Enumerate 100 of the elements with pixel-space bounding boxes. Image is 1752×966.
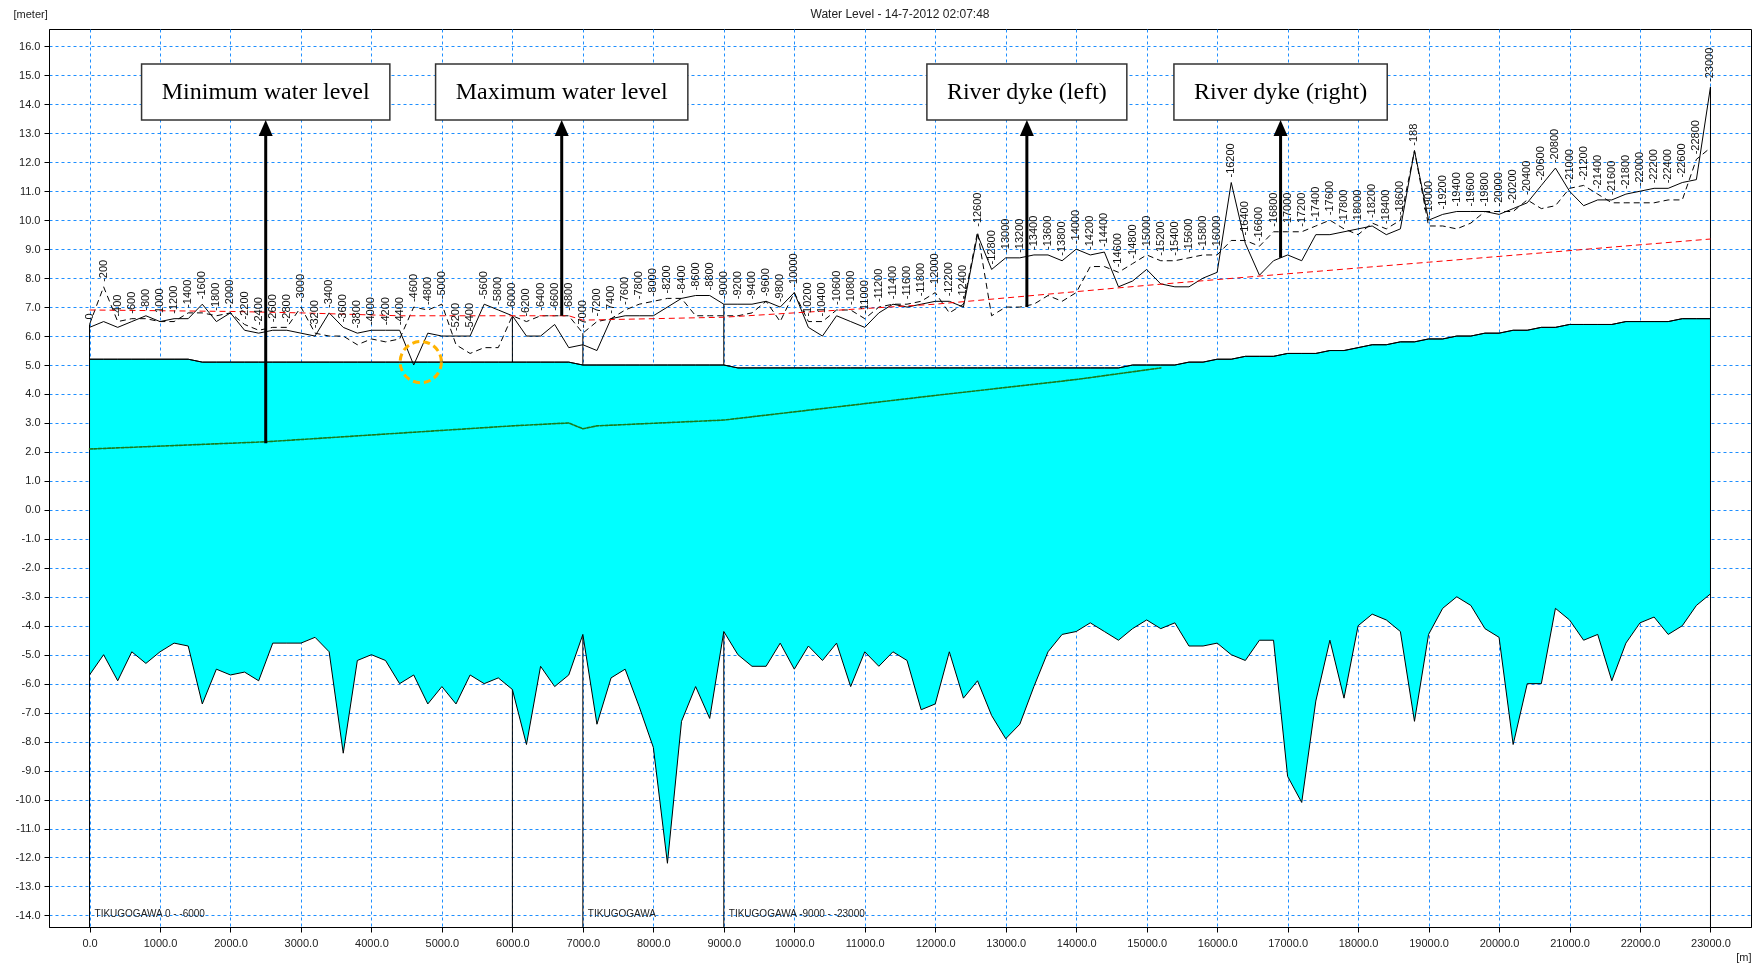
ref-line-label: TIKUGOGAWA [587,908,657,919]
annotation: -12800 [984,230,997,265]
annotation: -21800 [1618,154,1631,190]
annotation: -3600 [336,294,349,323]
annotation: -8800 [702,262,715,291]
y-tick-label: 4.0 [25,387,41,400]
annotation: -3400 [322,279,335,308]
y-tick-label: 0.0 [25,503,41,516]
y-tick-label: -2.0 [21,561,41,574]
x-tick-label: 7000.0 [566,936,601,949]
y-tick-label: -3.0 [21,590,41,603]
y-tick-label: 8.0 [25,271,41,284]
y-tick-label: -7.0 [21,706,41,719]
y-tick-label: 3.0 [25,416,41,429]
annotation: -11200 [871,268,884,303]
annotation: -20400 [1520,160,1533,195]
annotation: -5800 [491,276,504,305]
annotation: -16600 [1252,206,1265,242]
annotation: -9800 [773,273,786,303]
x-tick-label: 5000.0 [425,936,460,949]
annotation: -14000 [1069,209,1082,245]
annotation: -18200 [1365,183,1378,219]
annotation: -3800 [350,300,363,329]
x-tick-label: 8000.0 [637,936,671,949]
x-tick-label: 16000.0 [1197,936,1238,949]
annotation: -11800 [914,262,927,297]
annotation: -1400 [181,279,194,308]
y-tick-label: 15.0 [19,68,41,81]
annotation: Minimum water level [161,78,371,104]
annotation: -13800 [1055,221,1068,256]
annotation: -10000 [787,253,800,288]
annotation: -8400 [674,265,687,294]
annotation: -14600 [1111,233,1124,268]
annotation: -4600 [406,273,419,303]
x-tick-label: 4000.0 [355,936,389,949]
annotation: -22600 [1675,143,1688,178]
annotation: -6400 [533,282,546,311]
annotation: -19400 [1449,172,1462,207]
annotation: -13200 [1012,218,1025,253]
annotation: -22200 [1647,149,1660,184]
annotation: -18600 [1393,180,1406,216]
annotation: -20800 [1548,128,1561,164]
annotation: -4800 [420,276,433,305]
annotation: -16400 [1238,201,1251,236]
annotation: -4400 [392,297,405,326]
x-tick-label: 15000.0 [1127,936,1168,949]
annotation: -10400 [815,282,828,317]
annotation: -21400 [1590,154,1603,190]
y-tick-label: -4.0 [21,619,41,632]
annotation: -13400 [1026,215,1039,250]
annotation: -6800 [561,282,574,311]
annotation: -1000 [153,288,165,317]
y-tick-label: 2.0 [25,445,41,458]
annotation: -17600 [1322,180,1335,216]
ref-line-label: TIKUGOGAWA 0 - -6000 [94,908,206,919]
y-tick-label: -14.0 [15,908,41,921]
x-tick-label: 12000.0 [915,936,956,949]
annotation: 0 [82,313,95,320]
annotation: -15200 [1153,221,1166,256]
annotation: -8600 [688,262,701,291]
annotation: -3200 [308,300,321,329]
annotation: -15600 [1181,218,1194,253]
annotation: -800 [138,288,151,311]
annotation: -13600 [1041,215,1053,250]
annotation: -2800 [279,294,292,323]
annotation: -6600 [547,282,560,311]
annotation: -18400 [1379,189,1392,224]
annotation: -5000 [434,271,447,300]
annotation: -22000 [1633,151,1645,187]
annotation: -21200 [1576,146,1589,181]
annotation: -22800 [1689,120,1702,155]
annotation: -10600 [829,270,842,305]
annotation: -19600 [1463,172,1476,207]
annotation: -6200 [519,288,532,317]
x-tick-label: 0.0 [82,936,98,949]
annotation: Maximum water level [455,78,669,104]
annotation: -12600 [970,192,983,227]
annotation: -14200 [1083,215,1096,250]
annotation: -23000 [1703,47,1716,82]
annotation: -20200 [1506,169,1519,204]
annotation: -8000 [646,268,659,297]
annotation: -2200 [237,291,250,320]
annotation: -10200 [801,282,814,317]
y-tick-label: 9.0 [25,242,41,255]
y-tick-label: -9.0 [21,764,41,777]
annotation: -12200 [942,262,955,297]
y-tick-label: 1.0 [25,474,41,487]
y-axis-title: [meter] [13,7,48,20]
annotation: -5400 [463,302,476,332]
annotation: -22400 [1661,149,1674,184]
chart-title: Water Level - 14-7-2012 02:07:48 [810,7,990,21]
annotation: -15000 [1139,215,1152,250]
x-tick-label: 11000.0 [845,936,885,949]
annotation: -17000 [1280,192,1293,227]
x-tick-label: 14000.0 [1056,936,1097,949]
x-tick-label: 18000.0 [1338,936,1379,949]
annotation: -2600 [265,294,278,323]
y-tick-label: -13.0 [15,879,41,892]
annotation: -1600 [195,271,208,300]
annotation: -7400 [604,285,617,314]
